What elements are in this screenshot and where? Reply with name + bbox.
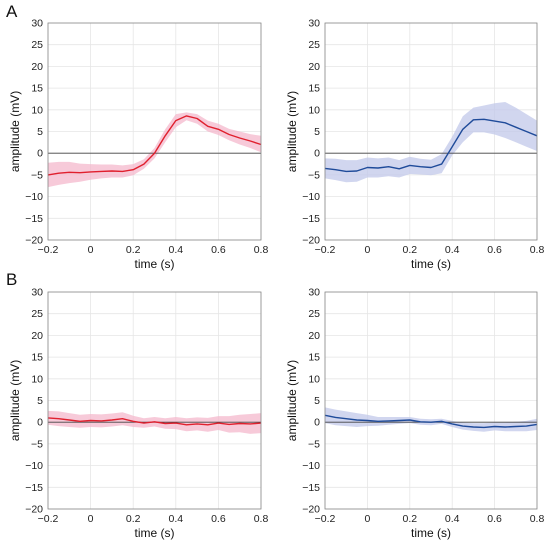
x-tick-label: 0.8 bbox=[530, 244, 545, 256]
y-tick-label: 5 bbox=[37, 126, 43, 138]
y-tick-label: −20 bbox=[25, 235, 43, 247]
y-tick-label: 25 bbox=[31, 308, 43, 320]
axes-frame bbox=[47, 22, 262, 241]
y-tick-label: 20 bbox=[31, 61, 43, 73]
x-tick-label: 0.8 bbox=[254, 513, 269, 525]
x-tick-label: 0 bbox=[364, 244, 370, 256]
y-tick-label: −5 bbox=[308, 438, 320, 450]
x-tick-label: 0.4 bbox=[445, 244, 460, 256]
y-tick-label: 20 bbox=[308, 330, 320, 342]
x-tick-label: 0.6 bbox=[211, 513, 226, 525]
x-tick-label: 0.4 bbox=[168, 244, 183, 256]
y-tick-label: 10 bbox=[31, 373, 43, 385]
y-tick-label: −20 bbox=[302, 235, 320, 247]
y-tick-label: 10 bbox=[31, 104, 43, 116]
y-tick-label: −5 bbox=[31, 438, 43, 450]
y-tick-label: −10 bbox=[25, 460, 43, 472]
x-tick-label: 0.6 bbox=[487, 244, 502, 256]
y-tick-label: 5 bbox=[314, 395, 320, 407]
x-tick-label: 0.8 bbox=[254, 244, 269, 256]
y-tick-label: −10 bbox=[25, 191, 43, 203]
y-axis-label: amplitude (mV) bbox=[285, 91, 299, 172]
x-tick-label: −0.2 bbox=[38, 244, 59, 256]
y-tick-label: 25 bbox=[308, 39, 320, 51]
y-tick-label: −15 bbox=[302, 213, 320, 225]
x-axis-label: time (s) bbox=[411, 526, 451, 540]
x-axis-label: time (s) bbox=[411, 257, 451, 271]
x-tick-label: −0.2 bbox=[315, 513, 336, 525]
y-tick-label: 25 bbox=[308, 308, 320, 320]
y-tick-label: 0 bbox=[37, 417, 43, 429]
y-tick-label: 25 bbox=[31, 39, 43, 51]
axes-frame bbox=[324, 22, 538, 241]
panel-letter-b: B bbox=[6, 270, 18, 289]
y-tick-label: 0 bbox=[37, 148, 43, 160]
y-tick-label: 30 bbox=[308, 287, 320, 299]
chart-2: −0.2 0 0.2 0.4 0.6 0.8 −20 −15 −10 −5 0 5 10 15 20 25 30… bbox=[285, 18, 544, 272]
x-axis-label: time (s) bbox=[135, 257, 175, 271]
y-tick-label: −15 bbox=[25, 213, 43, 225]
mean-line bbox=[47, 115, 262, 176]
x-tick-label: 0.2 bbox=[126, 244, 141, 256]
y-tick-label: 10 bbox=[308, 104, 320, 116]
mean-line bbox=[47, 417, 262, 426]
y-tick-label: −15 bbox=[25, 482, 43, 494]
chart-1: −0.2 0 0.2 0.4 0.6 0.8 −20 −15 −10 −5 0 5 10 15 20 25 30… bbox=[8, 18, 268, 272]
y-axis-label: amplitude (mV) bbox=[285, 360, 299, 441]
chart-3: −0.2 0 0.2 0.4 0.6 0.8 −20 −15 −10 −5 0 5 10 15 20 25 30… bbox=[8, 287, 268, 541]
y-tick-label: −10 bbox=[302, 191, 320, 203]
y-tick-label: 0 bbox=[314, 148, 320, 160]
y-tick-label: 15 bbox=[308, 352, 320, 364]
y-tick-label: 5 bbox=[37, 395, 43, 407]
y-axis-label: amplitude (mV) bbox=[8, 91, 22, 172]
y-tick-label: 30 bbox=[31, 18, 43, 30]
chart-4: −0.2 0 0.2 0.4 0.6 0.8 −20 −15 −10 −5 0 5 10 15 20 25 30… bbox=[285, 287, 544, 541]
x-tick-label: −0.2 bbox=[315, 244, 336, 256]
panel-letter-a: A bbox=[6, 2, 18, 21]
error-band bbox=[48, 112, 261, 188]
y-tick-label: 15 bbox=[31, 352, 43, 364]
y-tick-label: 15 bbox=[31, 83, 43, 95]
mean-line bbox=[324, 118, 538, 173]
y-axis-label: amplitude (mV) bbox=[8, 360, 22, 441]
y-tick-label: −5 bbox=[31, 169, 43, 181]
y-tick-label: 10 bbox=[308, 373, 320, 385]
x-tick-label: 0.2 bbox=[126, 513, 141, 525]
axes-frame bbox=[324, 291, 538, 510]
y-tick-label: −20 bbox=[302, 504, 320, 516]
y-tick-label: 0 bbox=[314, 417, 320, 429]
y-tick-label: −10 bbox=[302, 460, 320, 472]
y-tick-label: 30 bbox=[308, 18, 320, 30]
x-tick-label: 0.2 bbox=[402, 244, 417, 256]
y-tick-label: −5 bbox=[308, 169, 320, 181]
y-tick-label: 5 bbox=[314, 126, 320, 138]
mean-line bbox=[324, 414, 538, 429]
x-tick-label: 0.2 bbox=[402, 513, 417, 525]
y-tick-label: 20 bbox=[308, 61, 320, 73]
x-tick-label: 0.6 bbox=[211, 244, 226, 256]
error-band bbox=[325, 407, 537, 432]
axes-frame bbox=[47, 291, 262, 510]
error-band bbox=[325, 102, 537, 183]
x-axis-label: time (s) bbox=[135, 526, 175, 540]
x-tick-label: 0.8 bbox=[530, 513, 545, 525]
x-tick-label: 0 bbox=[364, 513, 370, 525]
y-tick-label: 15 bbox=[308, 83, 320, 95]
x-tick-label: 0 bbox=[88, 513, 94, 525]
y-tick-label: 30 bbox=[31, 287, 43, 299]
x-tick-label: −0.2 bbox=[38, 513, 59, 525]
y-tick-label: 20 bbox=[31, 330, 43, 342]
x-tick-label: 0 bbox=[88, 244, 94, 256]
y-tick-label: −20 bbox=[25, 504, 43, 516]
x-tick-label: 0.4 bbox=[445, 513, 460, 525]
y-tick-label: −15 bbox=[302, 482, 320, 494]
x-tick-label: 0.4 bbox=[168, 513, 183, 525]
x-tick-label: 0.6 bbox=[487, 513, 502, 525]
